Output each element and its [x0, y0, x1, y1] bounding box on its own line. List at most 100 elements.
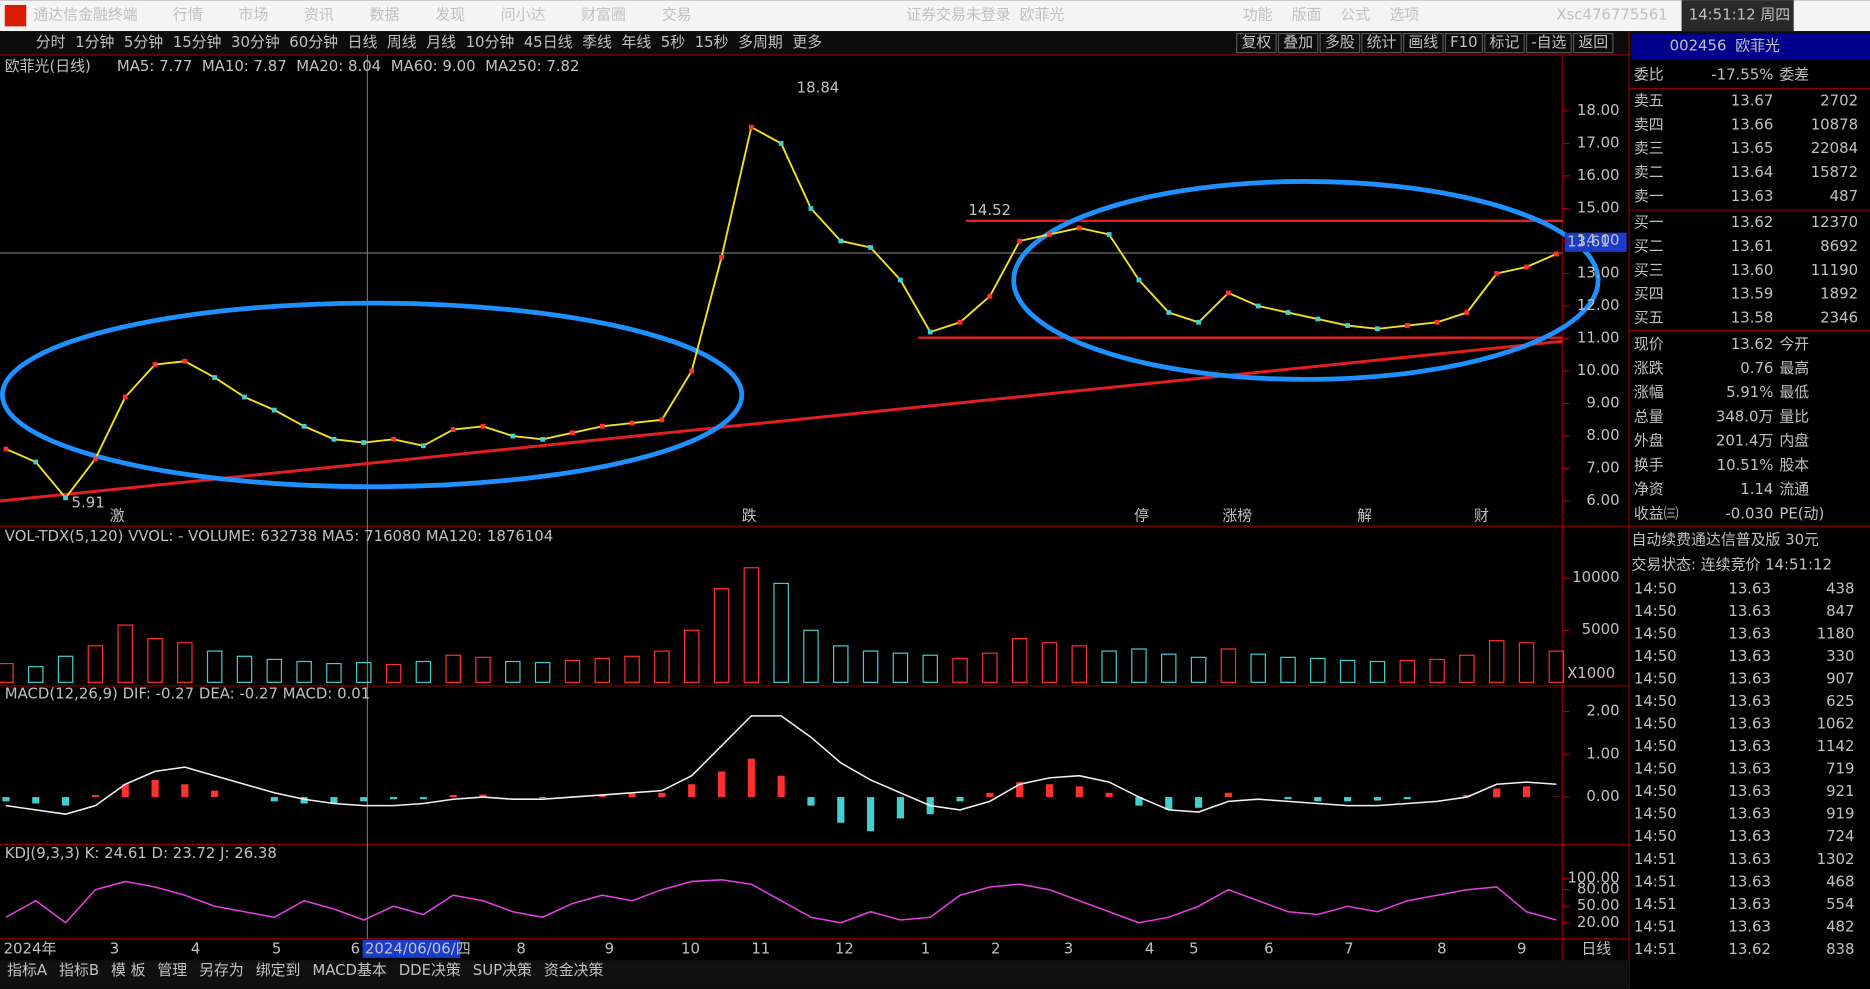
volume-bar: [564, 659, 581, 683]
x-label: 6: [1264, 939, 1273, 957]
trade-price: 13.63: [1728, 917, 1771, 935]
period-tab[interactable]: 日线: [348, 33, 378, 51]
menu-item[interactable]: 版面: [1292, 6, 1322, 24]
book-volume: 8692: [1820, 237, 1858, 255]
volume-bar: [147, 637, 163, 683]
period-tab[interactable]: 年线: [621, 33, 651, 51]
y-tick-label: 50.00: [1577, 896, 1620, 914]
period-tab[interactable]: 更多: [792, 33, 822, 51]
period-tab[interactable]: 月线: [426, 33, 456, 51]
x-label: 2: [991, 939, 1000, 957]
tool-button[interactable]: 返回: [1578, 33, 1608, 51]
volume-bar: [206, 650, 223, 683]
field-value: -0.030: [1725, 504, 1773, 522]
period-tab[interactable]: 季线: [582, 33, 612, 51]
period-tab[interactable]: 分时: [36, 33, 66, 51]
trade-volume: 847: [1826, 602, 1854, 620]
tool-button[interactable]: 复权: [1241, 33, 1271, 51]
menu-item[interactable]: 市场: [239, 6, 269, 24]
bottom-tab[interactable]: 指标A: [7, 961, 48, 979]
ma-label: MA20: 8.04: [296, 57, 381, 75]
menu-item[interactable]: 交易: [662, 6, 692, 24]
bottom-tab[interactable]: 指标B: [59, 961, 99, 979]
volume-bar: [654, 650, 670, 683]
x-label: 2024/06/06/四: [365, 939, 471, 957]
menu-item[interactable]: 数据: [370, 6, 400, 24]
period-tab[interactable]: 60分钟: [289, 33, 338, 51]
bottom-tab[interactable]: 管理: [157, 961, 187, 979]
trade-price: 13.63: [1728, 782, 1771, 800]
price-mark: [1076, 225, 1082, 231]
menu-item[interactable]: 财富圈: [581, 6, 626, 24]
field-value: 13.62: [1731, 335, 1774, 353]
trade-volume: 554: [1826, 895, 1854, 913]
volume-bar: [1011, 637, 1028, 683]
tool-border: [1277, 32, 1319, 54]
app-logo: [4, 4, 27, 27]
bottom-tab[interactable]: 另存为: [199, 961, 244, 979]
price-mark: [391, 436, 396, 442]
tool-button[interactable]: 标记: [1490, 33, 1520, 51]
menu-item[interactable]: 发现: [435, 6, 465, 24]
menu-item[interactable]: 公式: [1340, 6, 1370, 24]
volume-bar: [236, 655, 253, 683]
period-tab[interactable]: 30分钟: [231, 33, 280, 51]
field-value: 10.51%: [1717, 456, 1774, 474]
menu-item[interactable]: 选项: [1389, 6, 1419, 24]
tool-button[interactable]: 统计: [1367, 33, 1397, 51]
book-price: 13.59: [1731, 285, 1774, 303]
stock-name: 欧菲光: [1020, 6, 1065, 24]
bottom-tab[interactable]: 资金决策: [544, 961, 604, 979]
field-value: -17.55%: [1711, 65, 1773, 83]
field-label: 涨幅: [1634, 383, 1664, 401]
volume-bar: [87, 645, 104, 683]
price-mark: [182, 358, 188, 364]
volume-bar: [1041, 642, 1058, 683]
book-price: 13.65: [1731, 139, 1774, 157]
menu-item[interactable]: 问小达: [501, 6, 546, 24]
period-tab[interactable]: 45日线: [524, 33, 573, 51]
volume-bar: [1488, 640, 1505, 683]
login-notice[interactable]: 证券交易未登录: [906, 6, 1010, 24]
price-mark: [719, 254, 724, 260]
trade-volume: 482: [1826, 917, 1854, 935]
period-tab[interactable]: 1分钟: [75, 33, 114, 51]
trade-volume: 468: [1826, 872, 1854, 890]
high-label: 18.84: [797, 78, 840, 96]
bottom-tab[interactable]: SUP决策: [473, 961, 532, 979]
menu-item[interactable]: 行情: [173, 6, 203, 24]
volume-bar: [743, 567, 760, 683]
bottom-tab[interactable]: DDE决策: [399, 961, 461, 979]
price-mark: [1166, 310, 1172, 315]
period-tab[interactable]: 10分钟: [466, 33, 515, 51]
tool-button[interactable]: F10: [1450, 33, 1478, 51]
price-mark: [1106, 232, 1112, 237]
menu-item[interactable]: 资讯: [304, 6, 334, 24]
menu-item[interactable]: 功能: [1243, 6, 1273, 24]
book-label: 卖二: [1634, 163, 1664, 181]
period-tab[interactable]: 5秒: [661, 33, 685, 51]
volume-bar: [1548, 650, 1565, 683]
price-mark: [1404, 323, 1410, 328]
tool-button[interactable]: -自选: [1531, 33, 1566, 51]
bottom-tab[interactable]: 模 板: [111, 961, 146, 979]
bottom-tab[interactable]: 绑定到: [256, 961, 301, 979]
period-tab[interactable]: 15秒: [695, 33, 729, 51]
trade-status: 交易状态: 连续竞价 14:51:12: [1631, 555, 1832, 573]
period-tab[interactable]: 多周期: [738, 33, 783, 51]
period-tab[interactable]: 5分钟: [124, 33, 163, 51]
volume-bar: [683, 629, 700, 683]
period-tab[interactable]: 周线: [387, 33, 417, 51]
x-label: 9: [1517, 939, 1526, 957]
volume-bar: [773, 582, 789, 683]
tool-button[interactable]: 多股: [1325, 33, 1355, 51]
event-marker: 跌: [742, 507, 757, 525]
tool-button[interactable]: 叠加: [1283, 33, 1313, 51]
price-mark: [450, 427, 456, 432]
book-label: 买一: [1634, 213, 1664, 231]
period-tab[interactable]: 15分钟: [173, 33, 222, 51]
bottom-tab[interactable]: MACD基本: [312, 961, 387, 979]
trade-time: 14:50: [1634, 602, 1677, 620]
clock: 14:51:12 周四: [1689, 6, 1790, 24]
tool-button[interactable]: 画线: [1408, 33, 1438, 51]
